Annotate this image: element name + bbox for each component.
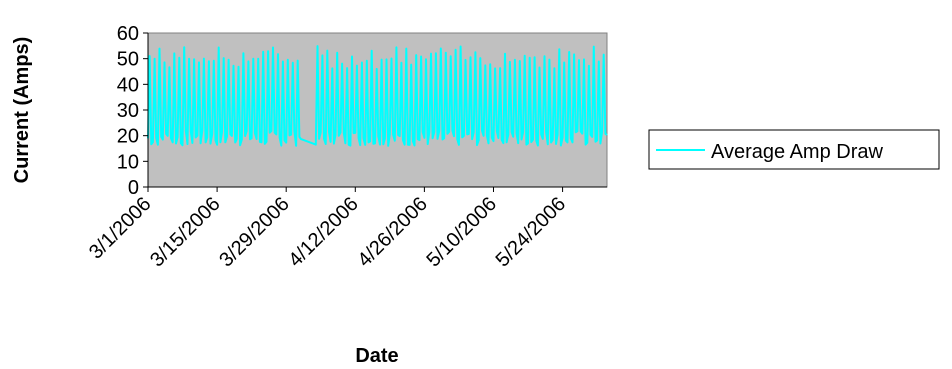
y-tick-label: 40 <box>117 74 139 96</box>
x-tick-label: 3/15/2006 <box>146 193 224 271</box>
y-tick-label: 50 <box>117 49 139 71</box>
legend: Average Amp Draw <box>648 129 940 170</box>
y-axis-title: Current (Amps) <box>11 37 33 184</box>
x-tick-label: 4/26/2006 <box>353 193 431 271</box>
x-ticks: 3/1/20063/15/20063/29/20064/12/20064/26/… <box>85 187 570 271</box>
y-ticks: 0 10 20 30 40 50 60 <box>117 23 148 199</box>
y-tick-label: 10 <box>117 151 139 173</box>
x-tick-label: 5/10/2006 <box>423 193 501 271</box>
x-tick-label: 3/29/2006 <box>215 193 293 271</box>
y-tick-label: 30 <box>117 100 139 122</box>
data-layer <box>147 45 608 147</box>
y-tick-label: 0 <box>128 177 139 199</box>
legend-label: Average Amp Draw <box>711 141 883 163</box>
y-tick-label: 60 <box>117 23 139 45</box>
x-tick-label: 4/12/2006 <box>284 193 362 271</box>
x-tick-label: 3/1/2006 <box>85 193 156 264</box>
x-axis-title: Date <box>355 345 398 367</box>
x-tick-label: 5/24/2006 <box>492 193 570 271</box>
series-line-average-amp-draw <box>147 45 608 147</box>
y-tick-label: 20 <box>117 126 139 148</box>
